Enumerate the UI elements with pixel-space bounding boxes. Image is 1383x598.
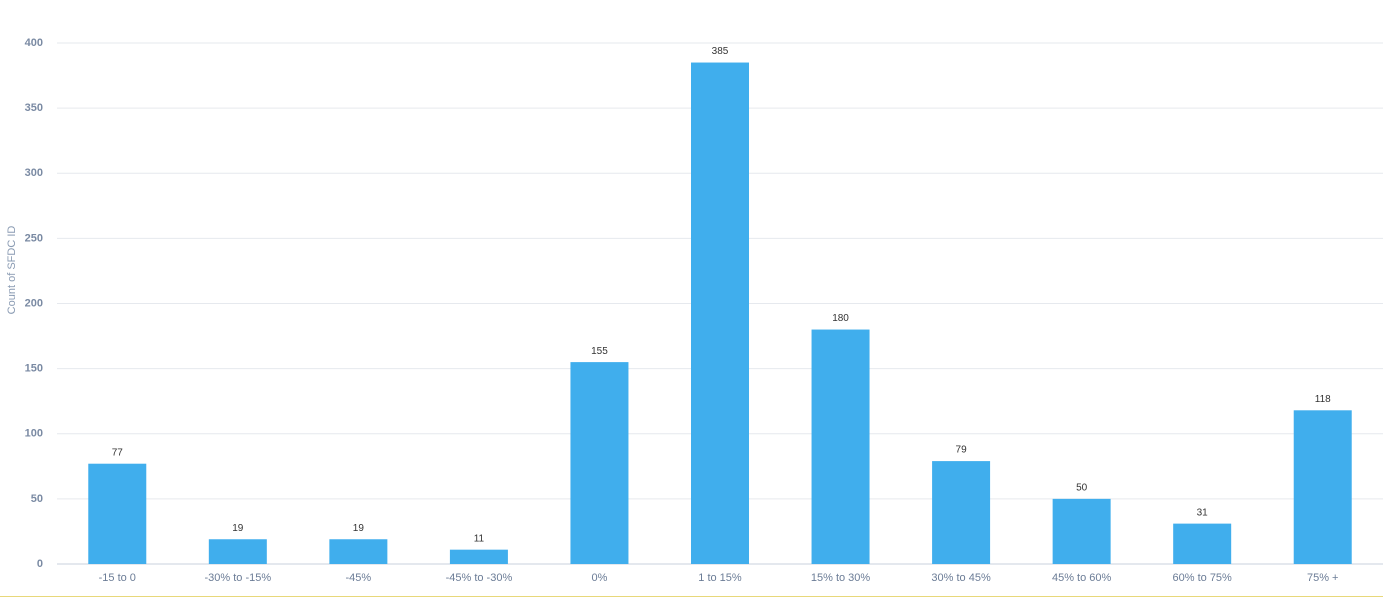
data-label: 19: [232, 523, 244, 534]
data-label: 155: [591, 346, 608, 357]
y-tick-label: 250: [25, 232, 43, 244]
y-axis-title: Count of SFDC ID: [6, 226, 18, 315]
data-label: 180: [832, 313, 849, 324]
x-tick-label: 0%: [592, 572, 608, 584]
x-tick-label: 30% to 45%: [931, 572, 991, 584]
y-tick-label: 300: [25, 167, 43, 179]
x-tick-label: 15% to 30%: [811, 572, 871, 584]
x-tick-label: -45% to -30%: [446, 572, 513, 584]
bar: [88, 463, 147, 564]
y-tick-label: 100: [25, 428, 43, 440]
bar: [449, 549, 508, 564]
bar: [1173, 523, 1232, 564]
x-tick-label: 45% to 60%: [1052, 572, 1112, 584]
y-tick-label: 150: [25, 363, 43, 375]
data-label: 385: [712, 46, 729, 57]
x-tick-label: 1 to 15%: [698, 572, 742, 584]
x-tick-label: -45%: [346, 572, 372, 584]
bar: [208, 539, 267, 564]
x-tick-label: -15 to 0: [99, 572, 136, 584]
y-tick-label: 200: [25, 297, 43, 309]
data-label: 19: [353, 523, 365, 534]
data-label: 77: [112, 447, 124, 458]
data-label: 31: [1197, 507, 1209, 518]
x-tick-label: -30% to -15%: [204, 572, 271, 584]
bar: [811, 329, 870, 564]
bar: [1052, 498, 1111, 564]
y-tick-label: 50: [31, 493, 43, 505]
data-label: 50: [1076, 483, 1088, 494]
bar: [691, 62, 749, 564]
bar: [329, 539, 388, 564]
x-tick-label: 75% +: [1307, 572, 1339, 584]
data-label: 79: [956, 445, 968, 456]
data-label: 11: [474, 533, 485, 544]
data-label: 118: [1315, 394, 1331, 405]
bar: [932, 461, 991, 564]
bar: [1293, 410, 1352, 564]
bar: [570, 362, 629, 564]
y-tick-label: 350: [25, 102, 43, 114]
x-tick-label: 60% to 75%: [1173, 572, 1233, 584]
y-tick-label: 400: [25, 37, 43, 49]
y-tick-label: 0: [37, 558, 43, 570]
